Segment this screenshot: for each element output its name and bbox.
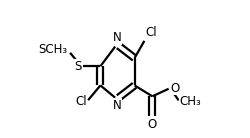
Text: CH₃: CH₃ — [180, 95, 202, 108]
Text: Cl: Cl — [75, 95, 87, 108]
Text: Cl: Cl — [146, 26, 157, 39]
Text: N: N — [112, 31, 121, 44]
Text: SCH₃: SCH₃ — [38, 43, 68, 56]
Text: N: N — [112, 99, 121, 112]
Text: O: O — [148, 118, 157, 131]
Text: S: S — [74, 60, 81, 73]
Text: O: O — [170, 82, 179, 95]
